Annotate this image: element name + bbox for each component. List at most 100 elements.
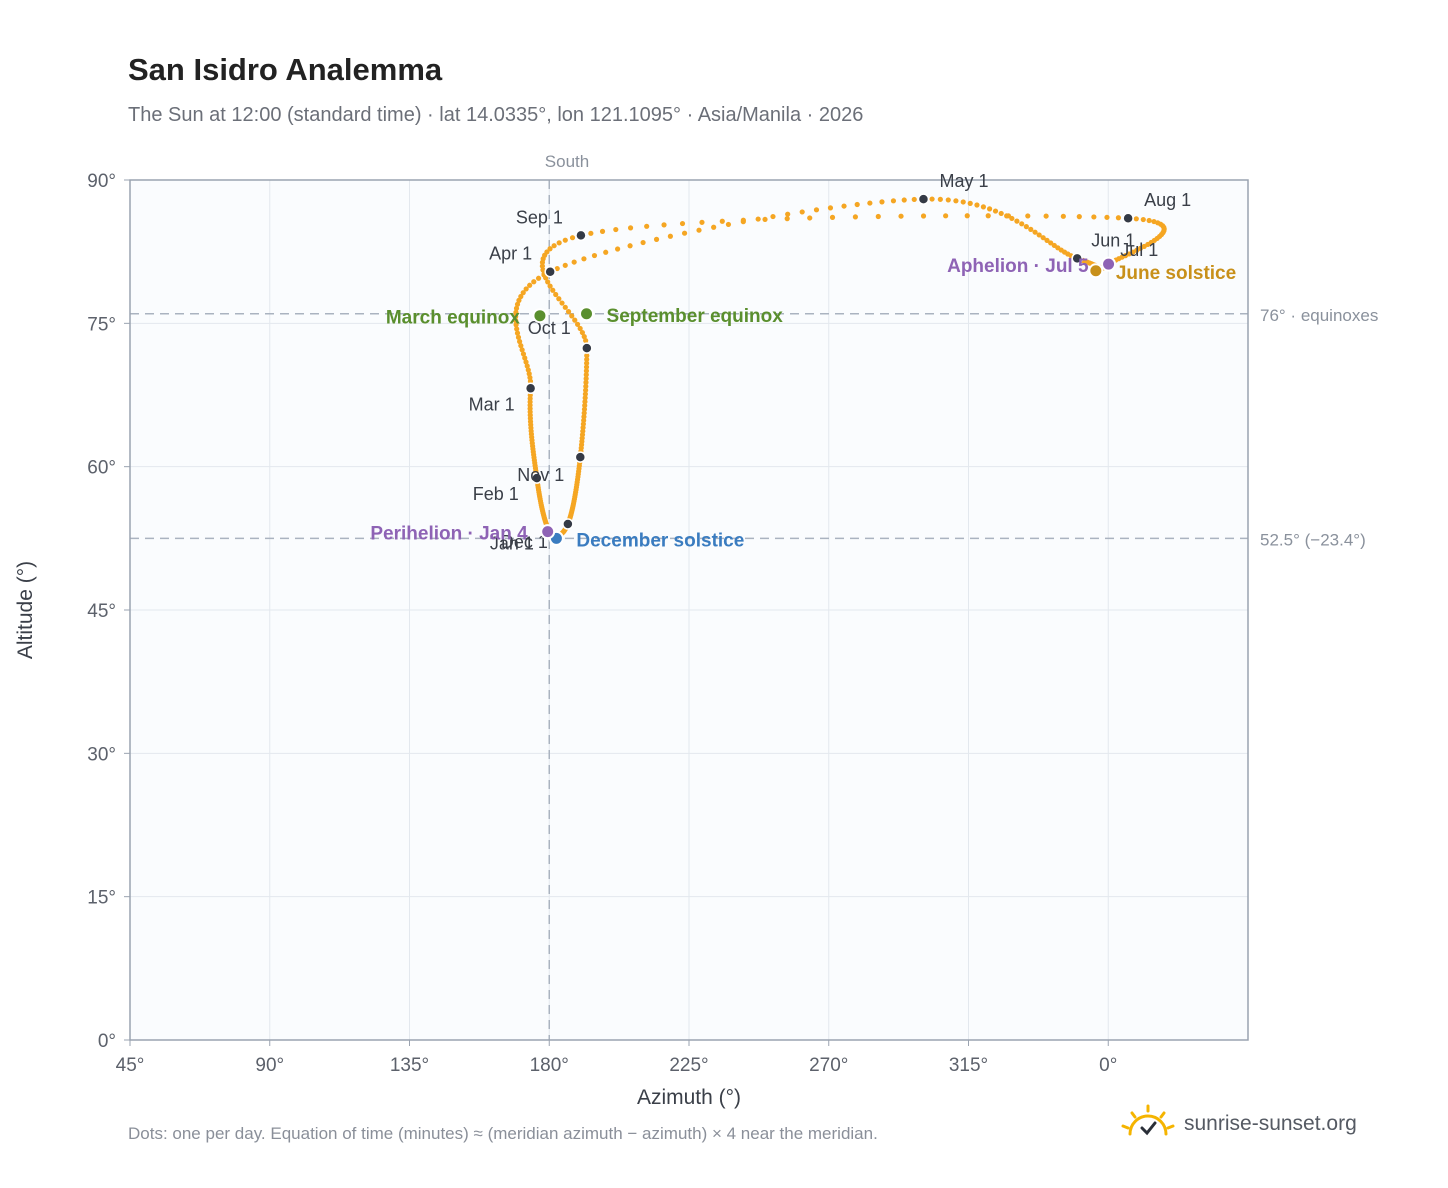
daily-sun-dot (960, 199, 966, 205)
daily-sun-dot (813, 207, 820, 213)
daily-sun-dot (547, 246, 553, 252)
daily-sun-dot (556, 240, 562, 246)
month-marker (574, 451, 587, 463)
daily-sun-dot (613, 226, 619, 233)
daily-sun-dot (998, 210, 1004, 217)
x-axis-label: Azimuth (°) (637, 1086, 741, 1109)
event-label: March equinox (386, 308, 521, 329)
daily-sun-dot (667, 233, 673, 239)
daily-sun-dot (531, 279, 537, 285)
event-label: June solstice (1116, 263, 1236, 284)
daily-sun-dot (583, 379, 589, 386)
daily-sun-dot (574, 321, 581, 327)
daily-sun-dot (1133, 216, 1139, 222)
daily-sun-dot (584, 356, 590, 363)
x-tick-label: 45° (116, 1055, 145, 1076)
month-marker (581, 342, 593, 354)
month-marker (1122, 212, 1134, 224)
x-tick-label: 225° (669, 1055, 708, 1076)
event-label: September equinox (607, 306, 784, 327)
daily-sun-dot (513, 313, 519, 320)
month-marker (531, 472, 543, 484)
daily-sun-dot (854, 201, 860, 208)
daily-sun-dot (929, 196, 935, 202)
month-label: Apr 1 (489, 244, 532, 264)
daily-sun-dot (640, 239, 646, 246)
daily-sun-dot (699, 219, 705, 225)
daily-sun-dot (520, 351, 527, 357)
daily-sun-dot (1025, 213, 1031, 219)
daily-sun-dot (588, 230, 594, 236)
daily-sun-dot (569, 313, 575, 319)
daily-sun-dot (679, 220, 686, 227)
daily-sun-dot (522, 355, 528, 361)
daily-sun-dot (514, 330, 521, 336)
daily-sun-dot (1115, 215, 1122, 221)
event-label: Aphelion · Jul 5 (947, 256, 1089, 277)
daily-sun-dot (581, 334, 587, 340)
daily-sun-dot (1076, 214, 1082, 220)
daily-sun-dot (583, 387, 589, 393)
daily-sun-dot (945, 197, 951, 203)
y-tick-label: 30° (87, 744, 116, 765)
daily-sun-dot (584, 360, 590, 366)
daily-sun-dot (518, 343, 524, 349)
daily-sun-dot (953, 198, 959, 204)
daily-sun-dot (562, 237, 568, 243)
event-label: Perihelion · Jan 4 (370, 524, 528, 545)
daily-sun-dot (762, 216, 768, 223)
daily-sun-dot (591, 252, 598, 259)
x-tick-label: 270° (809, 1055, 848, 1076)
daily-sun-dot (1040, 235, 1046, 241)
sun-icon (1121, 1104, 1175, 1136)
daily-sun-dot (547, 283, 553, 289)
daily-sun-dot (992, 208, 999, 214)
daily-sun-dot (725, 221, 732, 228)
month-marker (917, 193, 930, 205)
daily-sun-dot (1036, 232, 1042, 238)
brand-name: sunrise-sunset.org (1184, 1112, 1357, 1135)
reference-lines: 76° · equinoxes 52.5° (−23.4°) (130, 180, 1378, 1040)
daily-sun-dot (562, 304, 568, 310)
brand-logo[interactable]: sunrise-sunset.org (1120, 1104, 1357, 1144)
daily-sun-dot (583, 375, 589, 382)
daily-sun-dot (1104, 214, 1110, 220)
month-label: Aug 1 (1144, 190, 1191, 210)
daily-sun-dot (581, 406, 588, 412)
daily-sun-dot (967, 200, 973, 206)
daily-sun-dot (603, 249, 609, 255)
daily-sun-dot (711, 224, 717, 230)
daily-sun-dot (581, 256, 587, 262)
daily-sun-dot (807, 215, 813, 221)
daily-sun-dot (584, 353, 590, 359)
month-marker (562, 518, 574, 530)
daily-sun-dot (920, 213, 927, 219)
daily-sun-dot (539, 259, 546, 265)
y-tick-label: 45° (87, 601, 116, 622)
chart-subtitle: The Sun at 12:00 (standard time) · lat 1… (128, 104, 864, 126)
daily-sun-dot (553, 291, 559, 298)
daily-sun-dot (696, 227, 702, 233)
daily-sun-dot (523, 286, 529, 292)
daily-sun-dot (911, 196, 917, 203)
daily-sun-dot (516, 297, 522, 303)
daily-sun-dot (554, 265, 560, 272)
daily-sun-dot (579, 329, 586, 336)
x-axis-ticks: 45° 90° 135° 180° 225° 270° 315° 0° (116, 1040, 1117, 1076)
month-label: Jan 1 (490, 534, 534, 554)
x-tick-label: 135° (390, 1055, 429, 1076)
daily-sun-dot (985, 213, 991, 219)
daily-sun-dot (599, 228, 606, 234)
daily-sun-dot (875, 213, 881, 220)
daily-sun-dot (980, 204, 987, 210)
y-tick-label: 60° (87, 458, 116, 479)
month-label: Jul 1 (1120, 240, 1158, 260)
daily-sun-dot (519, 347, 525, 353)
event-marker (540, 524, 556, 540)
daily-sun-dot (986, 206, 993, 212)
daily-sun-dot (513, 318, 519, 324)
daily-sun-dot (615, 246, 621, 252)
daily-sun-dot (943, 213, 949, 219)
daily-sun-dot (964, 213, 970, 219)
